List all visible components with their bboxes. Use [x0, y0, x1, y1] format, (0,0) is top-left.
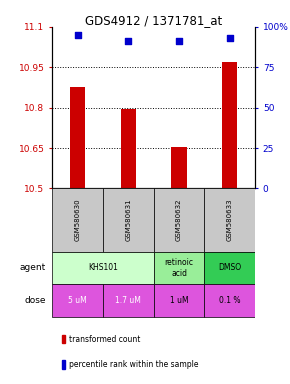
Text: agent: agent [20, 263, 46, 273]
Bar [62, 360, 65, 369]
Text: 5 uM: 5 uM [68, 296, 87, 305]
Point [126, 38, 130, 45]
Point [75, 32, 80, 38]
Bar [171, 147, 187, 189]
Text: KHS101: KHS101 [88, 263, 118, 273]
Title: GDS4912 / 1371781_at: GDS4912 / 1371781_at [85, 14, 222, 27]
Bar [103, 189, 154, 252]
Text: 1.7 uM: 1.7 uM [115, 296, 141, 305]
Text: percentile rank within the sample: percentile rank within the sample [69, 360, 198, 369]
Bar [154, 284, 204, 317]
Text: GSM580633: GSM580633 [227, 199, 233, 241]
Text: 0.1 %: 0.1 % [219, 296, 241, 305]
Text: GSM580630: GSM580630 [75, 199, 81, 241]
Bar [62, 335, 65, 343]
Bar [52, 284, 103, 317]
Point [227, 35, 232, 41]
Bar [121, 109, 136, 189]
Text: dose: dose [25, 296, 46, 305]
Text: transformed count: transformed count [69, 334, 140, 344]
Bar [52, 189, 103, 252]
Text: GSM580631: GSM580631 [125, 199, 131, 241]
Bar [204, 189, 255, 252]
Text: 1 uM: 1 uM [170, 296, 188, 305]
Bar [204, 284, 255, 317]
Text: retinoic
acid: retinoic acid [165, 258, 194, 278]
Bar [103, 284, 154, 317]
Text: DMSO: DMSO [218, 263, 241, 273]
Text: GSM580632: GSM580632 [176, 199, 182, 241]
Bar [222, 62, 238, 189]
Bar [204, 252, 255, 284]
Bar [70, 88, 85, 189]
Point [177, 38, 182, 45]
Bar [154, 189, 204, 252]
Bar [52, 252, 154, 284]
Bar [154, 252, 204, 284]
